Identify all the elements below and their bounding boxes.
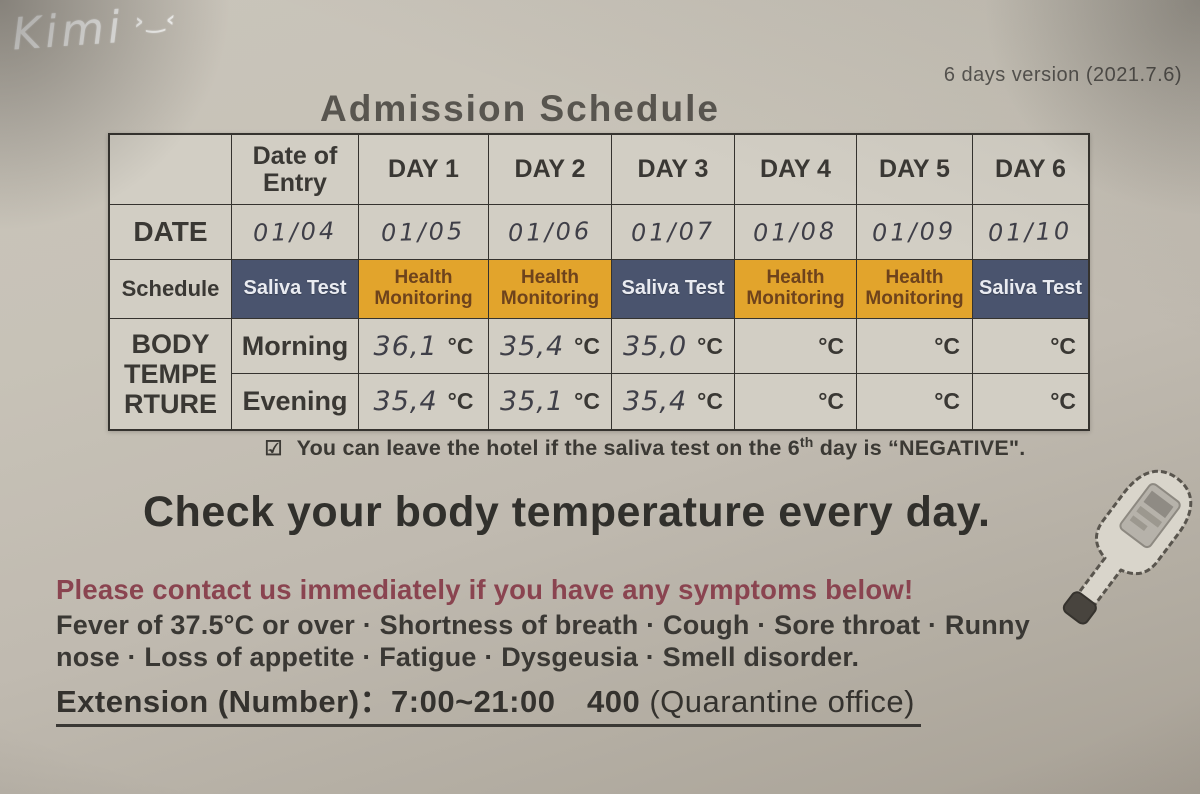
temperature-cell-morning-day-3: 35,0 °C: [612, 319, 735, 374]
temperature-value: 36,1: [373, 330, 438, 362]
column-header-day-6: DAY 6: [973, 135, 1088, 205]
column-header-day-1: DAY 1: [359, 135, 489, 205]
temperature-cell-evening-day-3: 35,4 °C: [612, 374, 735, 429]
temperature-cell-morning-day-5: °C: [857, 319, 973, 374]
extension-number-line: Extension (Number)：7:00~21:00 400 (Quara…: [56, 676, 921, 727]
celsius-unit: °C: [697, 332, 723, 359]
handwritten-date: 01/09: [872, 216, 957, 248]
column-header-day-2: DAY 2: [489, 135, 612, 205]
temperature-value: 35,4: [500, 330, 565, 362]
handwritten-date: 01/06: [507, 216, 593, 248]
page-title: Admission Schedule: [320, 88, 720, 129]
schedule-cell-health-monitoring: Health Monitoring: [857, 260, 973, 319]
date-cell-day-6: 01/10: [973, 205, 1088, 260]
schedule-cell-saliva-test: Saliva Test: [612, 260, 735, 319]
thermometer-icon: [1062, 469, 1193, 625]
temperature-cell-evening-day-2: 35,1 °C: [489, 374, 612, 429]
celsius-unit: °C: [697, 388, 723, 414]
date-cell-day-2: 01/06: [489, 205, 612, 260]
checked-checkbox-icon: ☑: [264, 438, 283, 461]
temperature-cell-morning-day-4: °C: [735, 319, 857, 374]
row-label-morning: Morning: [232, 319, 359, 374]
celsius-unit: °C: [1050, 388, 1076, 414]
celsius-unit: °C: [934, 332, 960, 359]
handwritten-date: 01/08: [753, 216, 838, 248]
temperature-cell-morning-day-6: °C: [973, 319, 1088, 374]
handwritten-date: 01/04: [252, 216, 338, 248]
extension-number: Extension (Number)：7:00~21:00 400: [56, 684, 650, 719]
schedule-cell-health-monitoring: Health Monitoring: [489, 260, 612, 319]
table-corner-cell: [110, 135, 232, 205]
watermark-text: Kimi: [10, 1, 126, 61]
column-header-date-of-entry: Date of Entry: [232, 135, 359, 205]
body-temperature-label-line: TEMPE: [123, 358, 217, 389]
row-label-schedule: Schedule: [110, 260, 232, 319]
leave-hotel-note: ☑ You can leave the hotel if the saliva t…: [110, 434, 1180, 461]
note-text: day is “NEGATIVE".: [813, 436, 1026, 461]
body-temperature-label-line: RTURE: [124, 389, 217, 420]
temperature-value: 35,0: [623, 330, 688, 362]
celsius-unit: °C: [818, 332, 844, 359]
temperature-cell-morning-day-2: 35,4 °C: [489, 319, 612, 374]
celsius-unit: °C: [447, 332, 474, 359]
heading-check-temperature: Check your body temperature every day.: [143, 488, 991, 536]
date-cell-day-1: 01/05: [359, 205, 489, 260]
celsius-unit: °C: [1050, 332, 1076, 359]
wink-face-doodle-icon: ›‿‹: [134, 7, 179, 35]
temperature-value: 35,1: [500, 386, 565, 417]
temperature-cell-morning-day-1: 36,1 °C: [359, 319, 489, 374]
note-superscript: th: [799, 434, 814, 450]
note-text: You can leave the hotel if the saliva te…: [296, 436, 800, 461]
celsius-unit: °C: [574, 332, 600, 359]
handwritten-date: 01/07: [630, 216, 716, 248]
admission-schedule-table: Date of Entry DAY 1 DAY 2 DAY 3 DAY 4 DA…: [108, 133, 1090, 431]
handwritten-date: 01/10: [988, 216, 1073, 248]
date-cell-entry: 01/04: [232, 205, 359, 260]
symptoms-list: Fever of 37.5°C or over · Shortness of b…: [56, 610, 1030, 673]
celsius-unit: °C: [934, 388, 960, 414]
celsius-unit: °C: [574, 388, 600, 414]
celsius-unit: °C: [447, 388, 474, 414]
quarantine-office-label: (Quarantine office): [649, 684, 915, 719]
temperature-cell-evening-day-5: °C: [857, 374, 973, 429]
column-header-day-3: DAY 3: [612, 135, 735, 205]
watermark: Kimi ›‿‹: [10, 0, 178, 61]
celsius-unit: °C: [818, 388, 844, 414]
warning-title: Please contact us immediately if you hav…: [56, 574, 914, 605]
version-note: 6 days version (2021.7.6): [943, 64, 1182, 86]
temperature-value: 35,4: [373, 386, 438, 417]
date-cell-day-4: 01/08: [735, 205, 857, 260]
schedule-cell-health-monitoring: Health Monitoring: [735, 260, 857, 319]
row-label-evening: Evening: [232, 374, 359, 429]
column-header-day-4: DAY 4: [735, 135, 857, 205]
temperature-value: 35,4: [623, 386, 688, 417]
temperature-cell-evening-day-6: °C: [973, 374, 1088, 429]
schedule-cell-health-monitoring: Health Monitoring: [359, 260, 489, 319]
temperature-cell-evening-day-1: 35,4 °C: [359, 374, 489, 429]
date-cell-day-5: 01/09: [857, 205, 973, 260]
row-label-body-temperature: BODY TEMPE RTURE: [110, 319, 232, 429]
row-label-date: DATE: [110, 205, 232, 260]
date-cell-day-3: 01/07: [612, 205, 735, 260]
temperature-cell-evening-day-4: °C: [735, 374, 857, 429]
schedule-cell-saliva-test: Saliva Test: [232, 260, 359, 319]
handwritten-date: 01/05: [381, 216, 466, 248]
column-header-day-5: DAY 5: [857, 135, 973, 205]
body-temperature-label-line: BODY: [131, 328, 210, 359]
schedule-cell-saliva-test: Saliva Test: [973, 260, 1088, 319]
